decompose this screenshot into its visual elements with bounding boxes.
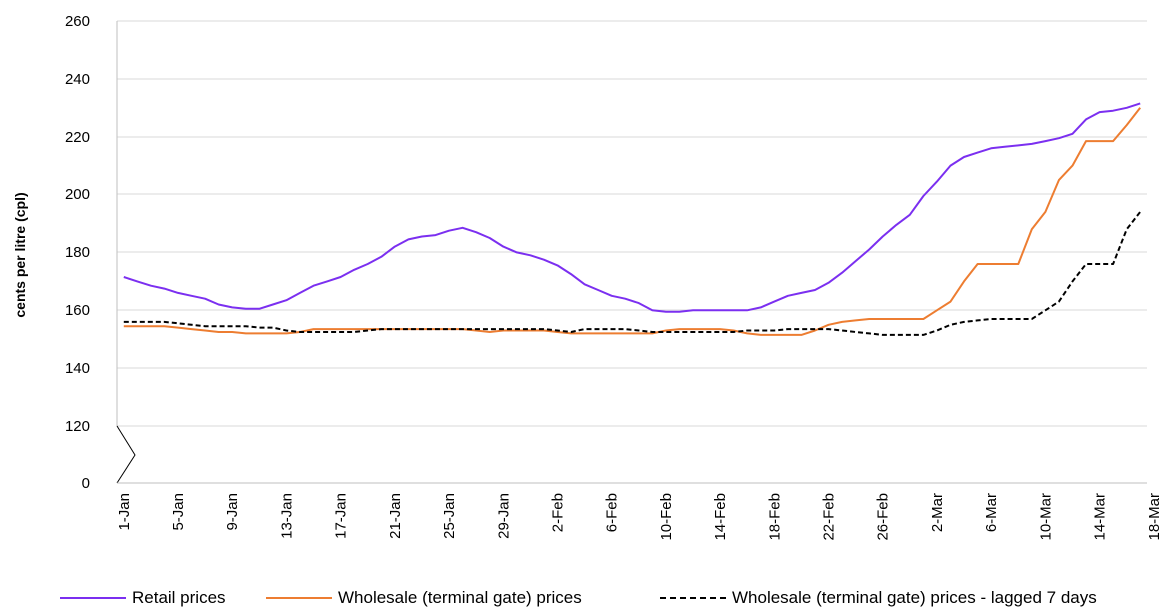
x-tick-label: 10-Feb (658, 493, 675, 541)
x-tick-label: 1-Jan (116, 493, 133, 531)
y-axis-title: cents per litre (cpl) (12, 192, 28, 317)
y-axis-break (116, 425, 136, 484)
legend: Retail prices Wholesale (terminal gate) … (0, 588, 1163, 612)
legend-item-wholesale-lagged: Wholesale (terminal gate) prices - lagge… (660, 588, 1097, 608)
legend-swatch-retail (60, 597, 126, 599)
x-tick-label: 18-Feb (766, 493, 783, 541)
y-tick-label: 260 (65, 13, 90, 30)
y-tick-label: 200 (65, 186, 90, 203)
y-tick-label: 140 (65, 360, 90, 377)
x-tick-label: 2-Feb (549, 493, 566, 532)
y-tick-label: 120 (65, 418, 90, 435)
x-tick-label: 13-Jan (278, 493, 295, 539)
x-tick-label: 14-Feb (712, 493, 729, 541)
legend-label-wholesale: Wholesale (terminal gate) prices (338, 588, 582, 607)
x-tick-label: 10-Mar (1037, 493, 1054, 541)
y-tick-label: 240 (65, 71, 90, 88)
y-tick-label: 0 (82, 475, 90, 492)
axes (116, 21, 1147, 484)
legend-label-retail: Retail prices (132, 588, 226, 607)
legend-label-wholesale-lagged: Wholesale (terminal gate) prices - lagge… (732, 588, 1097, 607)
y-tick-label: 180 (65, 244, 90, 261)
legend-swatch-wholesale-lagged (660, 597, 726, 599)
series-lines (123, 102, 1141, 336)
x-tick-label: 9-Jan (224, 493, 241, 531)
y-tick-labels: 0 120 140 160 180 200 220 240 260 (65, 13, 90, 492)
y-tick-label: 220 (65, 129, 90, 146)
legend-swatch-wholesale (266, 597, 332, 599)
series-line-0 (123, 102, 1141, 313)
x-tick-label: 21-Jan (387, 493, 404, 539)
series-line-2 (123, 211, 1141, 336)
x-tick-label: 22-Feb (821, 493, 838, 541)
x-tick-label: 17-Jan (333, 493, 350, 539)
legend-item-wholesale: Wholesale (terminal gate) prices (266, 588, 582, 608)
x-tick-label: 29-Jan (495, 493, 512, 539)
gridlines (117, 20, 1147, 427)
x-tick-label: 5-Jan (170, 493, 187, 531)
y-tick-label: 160 (65, 302, 90, 319)
line-chart: 0 120 140 160 180 200 220 240 260 1-Jan 5-Jan 9-Ja… (12, 13, 1163, 541)
x-tick-labels: 1-Jan 5-Jan 9-Jan 13-Jan 17-Jan 21-Jan 25-Jan 2… (116, 493, 1163, 541)
x-tick-label: 6-Mar (983, 493, 1000, 532)
series-line-1 (123, 107, 1141, 336)
x-tick-label: 25-Jan (441, 493, 458, 539)
x-tick-label: 26-Feb (875, 493, 892, 541)
x-tick-label: 2-Mar (929, 493, 946, 532)
legend-item-retail: Retail prices (60, 588, 226, 608)
x-tick-label: 6-Feb (604, 493, 621, 532)
x-tick-label: 14-Mar (1092, 493, 1109, 541)
x-tick-label: 18-Mar (1146, 493, 1163, 541)
